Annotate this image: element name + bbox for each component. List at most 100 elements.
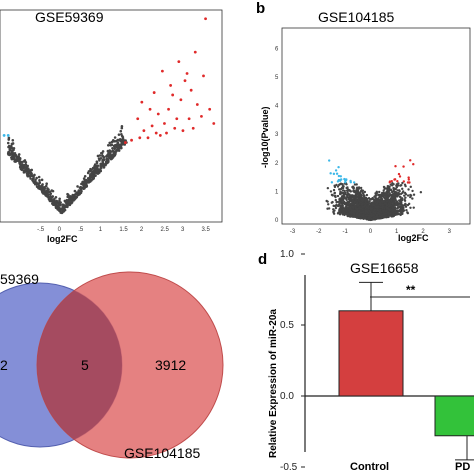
data-point-ns (369, 210, 372, 214)
data-point-ns (351, 185, 354, 189)
data-point-ns (378, 210, 382, 214)
chart-title-gse59369: GSE59369 (35, 9, 104, 25)
data-point-up (202, 74, 205, 78)
data-point-ns (365, 214, 368, 217)
data-point-ns (361, 205, 365, 209)
data-point-ns (42, 187, 45, 191)
data-point-ns (336, 185, 340, 188)
data-point-ns (107, 150, 110, 154)
data-point-ns (395, 186, 399, 189)
data-point-ns (106, 160, 109, 163)
data-point-ns (402, 209, 406, 212)
data-point-ns (369, 207, 373, 211)
data-point-up (412, 162, 415, 166)
data-point-ns (393, 198, 396, 202)
data-point-ns (373, 209, 376, 212)
data-point-ns (378, 215, 381, 218)
data-point-ns (77, 193, 80, 196)
data-point-ns (393, 207, 397, 210)
data-point-ns (340, 206, 344, 209)
data-point-ns (377, 197, 380, 200)
data-point-ns (68, 195, 72, 198)
data-point-ns (379, 198, 383, 201)
data-point-down (327, 159, 331, 162)
bar-pd (434, 395, 474, 437)
data-point-ns (57, 203, 60, 207)
data-point-up (171, 93, 175, 97)
data-point-ns (388, 185, 391, 188)
data-point-down (338, 179, 342, 183)
data-point-ns (371, 217, 375, 221)
data-point-ns (401, 187, 404, 191)
data-point-up (397, 172, 401, 176)
data-point-ns (339, 191, 342, 194)
data-point-ns (89, 176, 92, 180)
data-point-ns (379, 203, 382, 206)
data-point-down (6, 134, 10, 137)
data-point-ns (399, 202, 403, 206)
data-point-ns (356, 191, 360, 194)
data-point-ns (346, 188, 350, 191)
data-point-ns (332, 211, 335, 214)
data-point-ns (37, 175, 41, 179)
data-point-ns (384, 215, 387, 219)
data-point-ns (389, 188, 392, 191)
data-point-ns (351, 194, 354, 197)
data-point-ns (26, 173, 29, 177)
data-point-down (339, 175, 343, 178)
data-point-ns (76, 185, 79, 188)
data-point-ns (71, 193, 75, 197)
data-point-ns (353, 200, 356, 204)
data-point-ns (411, 197, 414, 200)
x-tick-label-b: -2 (316, 229, 322, 235)
data-point-ns (113, 136, 117, 139)
data-point-ns (357, 186, 361, 189)
x-tick-label-b: 0 (369, 229, 373, 235)
data-point-down (337, 174, 341, 178)
y-tick-label-b: 0 (275, 218, 279, 224)
data-point-ns (11, 142, 15, 145)
data-point-ns (345, 183, 348, 186)
data-point-down (332, 172, 336, 176)
data-point-ns (20, 168, 24, 172)
data-point-ns (381, 200, 384, 203)
x-tick-label-b: 1 (395, 229, 399, 235)
data-point-ns (38, 180, 41, 184)
data-point-ns (398, 212, 401, 216)
data-point-ns (116, 142, 120, 146)
data-point-up (208, 107, 212, 111)
data-point-ns (333, 191, 337, 195)
data-point-ns (79, 188, 83, 192)
data-point-ns (74, 193, 78, 196)
data-point-ns (83, 174, 87, 178)
data-point-up (142, 129, 146, 133)
data-point-ns (381, 213, 385, 217)
data-point-ns (82, 185, 85, 189)
data-point-up (140, 100, 144, 104)
data-point-ns (405, 209, 408, 212)
data-point-ns (400, 210, 403, 213)
data-point-ns (338, 197, 342, 200)
data-point-ns (44, 184, 48, 188)
x-tick-label-b: -3 (290, 229, 296, 235)
data-point-ns (342, 198, 345, 202)
data-point-ns (391, 194, 394, 198)
data-point-ns (109, 153, 112, 156)
data-point-ns (44, 192, 48, 195)
x-tick-label-a: 3.5 (202, 227, 211, 233)
data-point-down (344, 179, 347, 182)
data-point-ns (28, 171, 31, 175)
data-point-ns (353, 183, 357, 186)
data-point-ns (369, 213, 373, 217)
data-point-up (181, 129, 185, 133)
data-point-ns (374, 192, 377, 195)
data-point-ns (402, 206, 405, 209)
data-point-ns (73, 197, 77, 200)
data-point-ns (345, 201, 348, 204)
bar-control (338, 310, 404, 397)
data-point-up (398, 175, 402, 178)
data-point-ns (119, 146, 122, 150)
y-tick-label-d: 0.5 (280, 320, 294, 331)
data-point-ns (18, 157, 22, 161)
data-point-ns (40, 178, 44, 182)
